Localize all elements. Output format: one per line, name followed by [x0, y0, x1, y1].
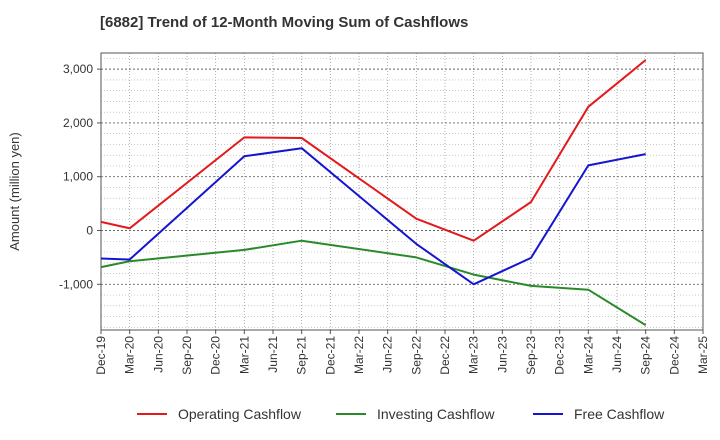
x-tick-label: Jun-23 [495, 336, 509, 373]
x-tick-label: Mar-25 [696, 336, 710, 374]
x-tick-label: Jun-22 [381, 336, 395, 373]
x-tick-label: Jun-21 [266, 336, 280, 373]
legend-label: Free Cashflow [574, 406, 665, 422]
plot-area [101, 53, 703, 330]
chart-title: [6882] Trend of 12-Month Moving Sum of C… [100, 14, 469, 31]
axes: -1,000 0 1,000 2,000 3,000 Dec-19 Mar-20 Jun-20… [7, 52, 710, 375]
x-tick-label: Dec-19 [94, 336, 108, 375]
y-tick-label: -1,000 [59, 277, 93, 291]
y-tick-label: 0 [86, 223, 93, 237]
x-tick-label: Sep-22 [409, 336, 423, 375]
x-tick-label: Jun-20 [151, 336, 165, 373]
x-tick-label: Sep-20 [180, 336, 194, 375]
x-tick-label: Mar-23 [467, 336, 481, 374]
x-tick-label: Dec-24 [667, 336, 681, 375]
x-tick-label: Sep-23 [524, 336, 538, 375]
x-tick-label: Mar-22 [352, 336, 366, 374]
legend-label: Investing Cashflow [377, 406, 495, 422]
x-tick-label: Dec-21 [323, 336, 337, 375]
grid [100, 53, 704, 330]
series-line-operating-cashflow [100, 59, 647, 242]
legend-label: Operating Cashflow [178, 406, 302, 422]
y-tick-label: 1,000 [63, 170, 93, 184]
x-tick-label: Sep-21 [295, 336, 309, 375]
x-tick-label: Sep-24 [639, 336, 653, 375]
x-tick-label: Mar-20 [123, 336, 137, 374]
series-line-investing-cashflow [100, 239, 647, 327]
y-tick-label: 2,000 [63, 116, 93, 130]
plot-border [100, 52, 704, 331]
x-tick-label: Dec-23 [553, 336, 567, 375]
x-tick-label: Dec-22 [438, 336, 452, 375]
y-tick-label: 3,000 [63, 62, 93, 76]
x-tick-label: Mar-21 [237, 336, 251, 374]
x-tick-label: Dec-20 [209, 336, 223, 375]
series-lines [100, 59, 647, 327]
y-axis-title: Amount (million yen) [7, 132, 22, 251]
x-tick-label: Jun-24 [610, 336, 624, 373]
series-line-free-cashflow [100, 147, 646, 286]
legend: Operating Cashflow Investing Cashflow Free… [137, 406, 665, 422]
x-tick-label: Mar-24 [581, 336, 595, 374]
